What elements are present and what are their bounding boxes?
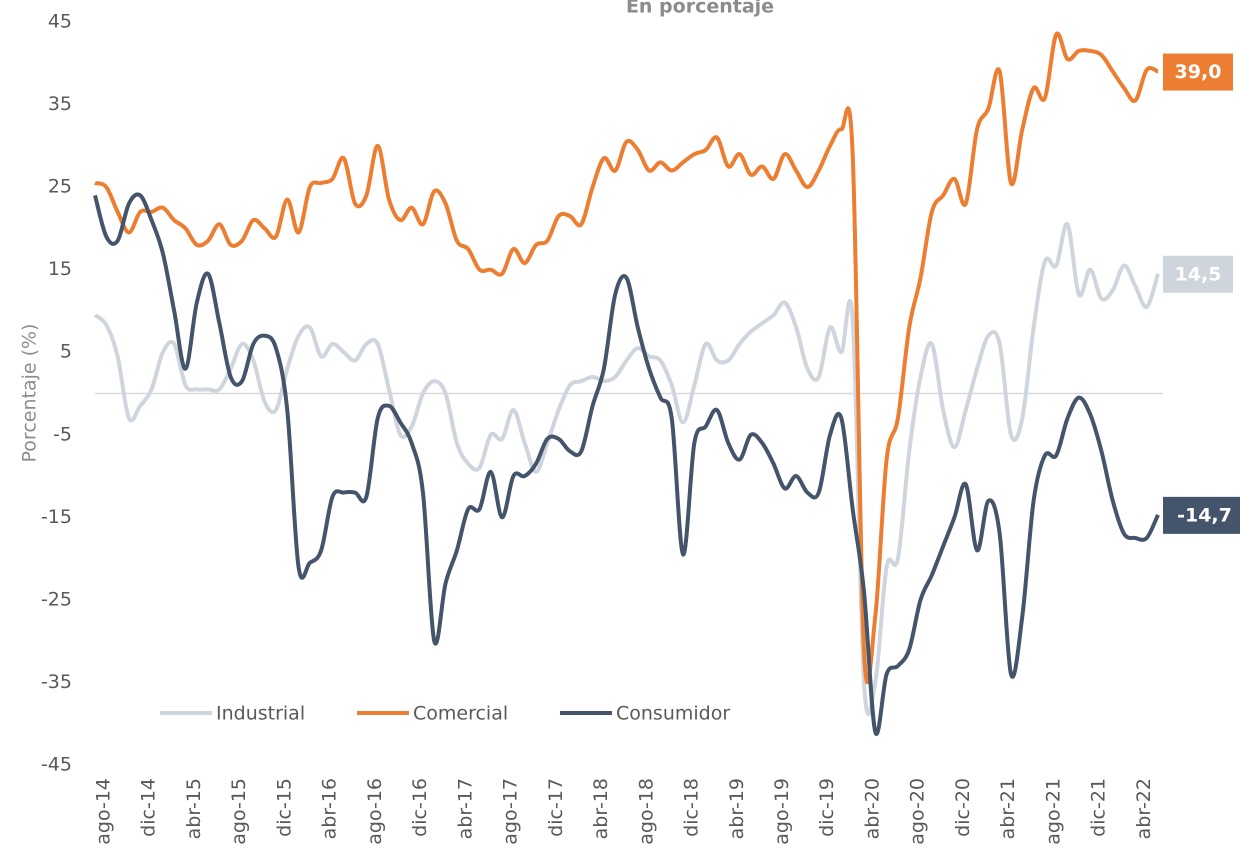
legend-label: Industrial bbox=[216, 703, 305, 725]
x-tick-label: dic-20 bbox=[952, 778, 974, 837]
end-label-box bbox=[1163, 255, 1233, 293]
x-tick-label: abr-21 bbox=[997, 778, 1019, 839]
x-tick-label: abr-19 bbox=[726, 778, 748, 839]
x-tick-label: dic-19 bbox=[816, 778, 838, 837]
x-tick-label: ago-18 bbox=[635, 778, 657, 845]
end-label-text: 14,5 bbox=[1175, 263, 1222, 285]
x-tick-label: abr-22 bbox=[1133, 778, 1155, 839]
x-tick-label: dic-15 bbox=[273, 778, 295, 837]
series-line bbox=[93, 222, 1160, 717]
x-tick-label: abr-16 bbox=[319, 778, 341, 839]
legend-label: Comercial bbox=[413, 703, 508, 725]
end-label-box bbox=[1163, 53, 1233, 91]
x-tick-label: abr-20 bbox=[861, 778, 883, 839]
legend-label: Consumidor bbox=[616, 703, 730, 725]
end-label: 14,5 bbox=[1163, 255, 1233, 293]
x-tick-label: abr-17 bbox=[454, 778, 476, 839]
end-label-text: 39,0 bbox=[1175, 61, 1222, 83]
x-tick-label: dic-14 bbox=[138, 778, 160, 837]
x-tick-label: dic-21 bbox=[1088, 778, 1110, 837]
y-tick-label: -35 bbox=[41, 671, 72, 693]
y-tick-label: 15 bbox=[48, 258, 72, 280]
chart-subtitle: En porcentaje bbox=[626, 0, 774, 18]
y-tick-label: 35 bbox=[48, 93, 72, 115]
y-tick-label: 5 bbox=[60, 341, 72, 363]
x-tick-label: abr-15 bbox=[183, 778, 205, 839]
x-tick-label: ago-16 bbox=[364, 778, 386, 845]
x-tick-label: dic-18 bbox=[681, 778, 703, 837]
x-tick-label: abr-18 bbox=[590, 778, 612, 839]
x-tick-label: ago-21 bbox=[1042, 778, 1064, 845]
x-tick-label: ago-20 bbox=[907, 778, 929, 845]
x-tick-label: dic-16 bbox=[409, 778, 431, 837]
end-label-box bbox=[1163, 496, 1240, 534]
end-label-text: -14,7 bbox=[1177, 504, 1232, 526]
series-line bbox=[93, 192, 1160, 737]
x-tick-label: ago-17 bbox=[500, 778, 522, 845]
y-axis-label: Porcentaje (%) bbox=[19, 324, 41, 463]
x-tick-label: ago-14 bbox=[93, 778, 115, 845]
y-tick-label: -25 bbox=[41, 588, 72, 610]
series-line bbox=[94, 31, 1159, 685]
end-label: 39,0 bbox=[1163, 53, 1233, 91]
y-tick-label: -15 bbox=[41, 506, 72, 528]
x-tick-label: dic-17 bbox=[545, 778, 567, 837]
x-tick-label: ago-15 bbox=[228, 778, 250, 845]
y-tick-label: -45 bbox=[41, 754, 72, 776]
x-tick-label: ago-19 bbox=[771, 778, 793, 845]
y-tick-label: 25 bbox=[48, 176, 72, 198]
y-tick-label: 45 bbox=[48, 11, 72, 33]
y-tick-label: -5 bbox=[53, 423, 72, 445]
end-label: -14,7 bbox=[1163, 496, 1240, 534]
